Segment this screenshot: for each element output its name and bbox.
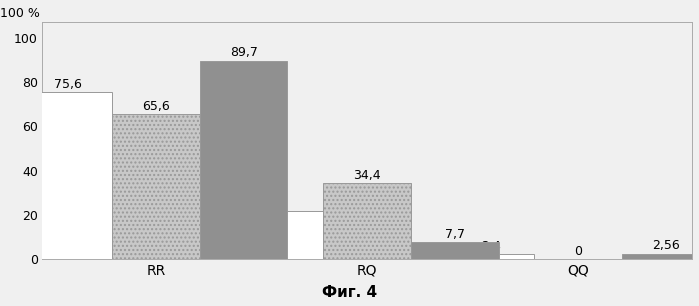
Bar [200,61,287,259]
Text: 2,4: 2,4 [481,240,500,253]
Bar [323,183,411,259]
Text: 7,7: 7,7 [445,228,465,241]
Bar [24,92,112,259]
Bar [447,254,535,259]
Text: 2,56: 2,56 [652,240,680,252]
Text: 34,4: 34,4 [353,169,381,182]
Text: 89,7: 89,7 [230,46,257,59]
Text: 22: 22 [271,196,287,209]
Text: 75,6: 75,6 [55,77,82,91]
Bar [112,114,200,259]
Text: Фиг. 4: Фиг. 4 [322,285,377,300]
Bar [411,242,498,259]
Text: 0: 0 [575,245,582,258]
Text: 65,6: 65,6 [142,100,170,113]
Bar [236,211,323,259]
Text: 100 %: 100 % [0,7,40,20]
Bar [622,254,699,259]
